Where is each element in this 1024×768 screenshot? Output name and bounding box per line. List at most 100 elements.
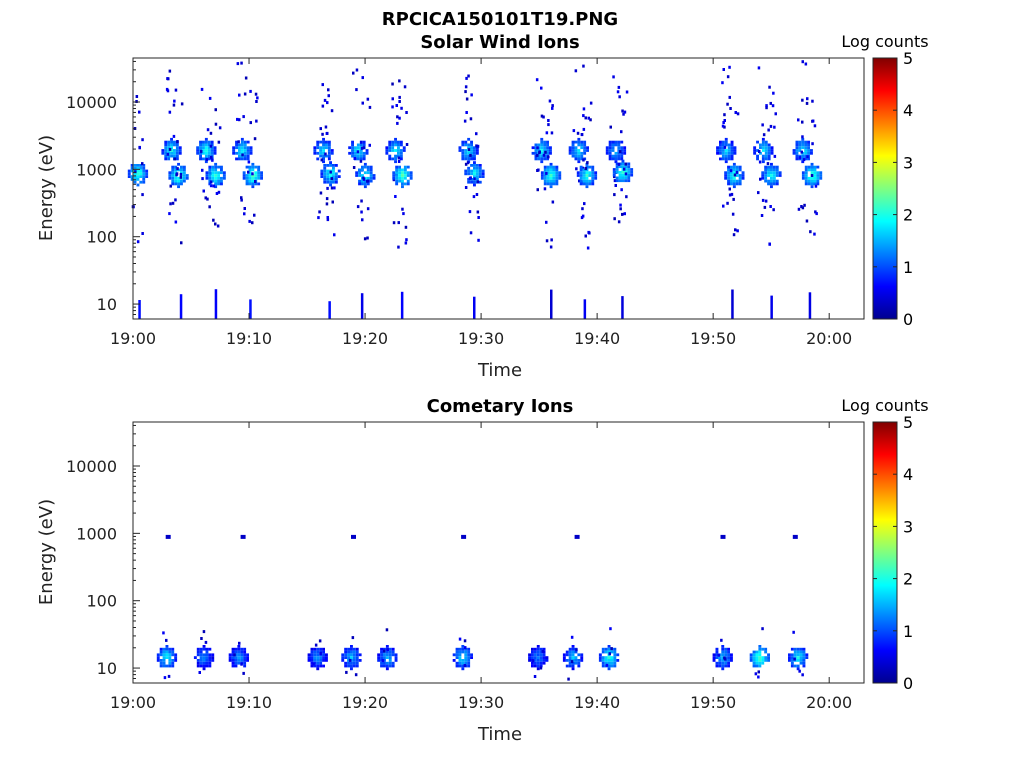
heatmap-cell — [325, 197, 329, 201]
heatmap-cell — [174, 165, 178, 169]
heatmap-cell — [361, 165, 364, 169]
heatmap-cell — [761, 627, 764, 631]
heatmap-cell — [738, 168, 742, 172]
heatmap-cell — [715, 650, 719, 654]
heatmap-cell — [162, 661, 166, 665]
heatmap-cell — [369, 168, 373, 172]
heatmap-cell — [550, 131, 554, 135]
heatmap-cell — [537, 143, 541, 147]
heatmap-cell — [353, 157, 356, 160]
heatmap-cell — [761, 160, 765, 164]
heatmap-cell — [319, 647, 323, 651]
y-tick-label: 1000 — [76, 160, 117, 179]
heatmap-cell — [392, 221, 396, 225]
heatmap-cell — [344, 650, 348, 654]
heatmap-cell — [159, 650, 163, 654]
heatmap-cell — [598, 653, 602, 657]
heatmap-cell — [534, 157, 538, 161]
heatmap-cell — [458, 656, 462, 659]
heatmap-cell — [165, 647, 169, 651]
heatmap-cell — [397, 156, 401, 160]
heatmap-cell — [552, 165, 556, 169]
heatmap-cell — [363, 237, 367, 241]
heatmap-cell — [732, 182, 736, 186]
heatmap-cell — [551, 200, 555, 204]
heatmap-cell — [205, 650, 209, 654]
heatmap-cell — [344, 661, 348, 665]
heatmap-cell — [401, 171, 404, 175]
heatmap-cell — [574, 650, 578, 654]
heatmap-cell — [177, 176, 180, 180]
heatmap-cell — [399, 149, 403, 152]
heatmap-cell — [577, 157, 581, 161]
heatmap-cell — [598, 659, 602, 662]
heatmap-cell — [770, 146, 774, 150]
heatmap-cell — [788, 656, 791, 659]
x-tick-label: 19:10 — [226, 693, 272, 712]
heatmap-cell — [534, 143, 538, 147]
heatmap-cell — [350, 650, 353, 654]
heatmap-cell — [712, 653, 716, 657]
heatmap-cell — [721, 154, 725, 158]
heatmap-cell — [255, 119, 258, 123]
heatmap-cell — [464, 157, 468, 161]
heatmap-cell — [624, 176, 628, 180]
heatmap-cell — [719, 140, 722, 144]
heatmap-cell — [168, 176, 172, 180]
heatmap-cell — [401, 176, 404, 180]
colorbar-tick-label: 2 — [903, 206, 913, 225]
heatmap-cell — [546, 140, 549, 144]
heatmap-cell — [323, 175, 327, 178]
heatmap-cell — [796, 650, 800, 654]
heatmap-cell — [398, 168, 401, 172]
heatmap-cell — [580, 143, 584, 147]
burst — [228, 534, 249, 675]
heatmap-cell — [582, 174, 586, 177]
heatmap-cell — [813, 179, 817, 183]
heatmap-cell — [808, 292, 812, 319]
burst — [749, 627, 770, 679]
burst — [385, 79, 406, 225]
heatmap-cell — [206, 197, 209, 201]
heatmap-cell — [537, 146, 541, 150]
heatmap-cell — [242, 671, 245, 675]
burst — [753, 66, 774, 217]
heatmap-cell — [243, 154, 247, 158]
heatmap-cell — [540, 143, 544, 147]
heatmap-cell — [616, 659, 620, 662]
heatmap-cell — [394, 157, 397, 161]
heatmap-cell — [391, 97, 394, 101]
heatmap-cell — [401, 207, 404, 211]
heatmap-cell — [169, 184, 172, 188]
heatmap-cell — [734, 228, 737, 232]
heatmap-cell — [325, 202, 329, 206]
heatmap-cell — [623, 149, 627, 152]
heatmap-cell — [179, 175, 183, 179]
heatmap-cell — [164, 143, 168, 147]
heatmap-cell — [214, 182, 218, 186]
heatmap-cell — [352, 656, 356, 659]
heatmap-cell — [470, 93, 473, 97]
heatmap-cell — [362, 151, 366, 155]
heatmap-cell — [138, 146, 141, 150]
heatmap-cell — [240, 650, 244, 654]
heatmap-cell — [168, 147, 172, 151]
heatmap-cell — [801, 135, 804, 139]
heatmap-cell — [565, 650, 569, 654]
heatmap-cell — [534, 154, 538, 158]
heatmap-cell — [758, 645, 762, 648]
x-tick-label: 19:10 — [226, 329, 272, 348]
heatmap-cell — [726, 201, 729, 205]
heatmap-cell — [145, 172, 149, 176]
heatmap-cell — [716, 146, 719, 150]
heatmap-cell — [464, 85, 468, 89]
heatmap-cell — [204, 143, 208, 147]
heatmap-cell — [761, 137, 765, 141]
heatmap-cell — [212, 218, 215, 222]
heatmap-cell — [588, 171, 592, 175]
panel-cometary: Cometary Ions 19:00 19:10 19:20 19:30 19:40 1… — [36, 396, 929, 745]
heatmap-cell — [355, 664, 359, 668]
heatmap-cell — [211, 168, 215, 172]
heatmap-cell — [767, 151, 771, 155]
heatmap-cell — [171, 647, 175, 651]
